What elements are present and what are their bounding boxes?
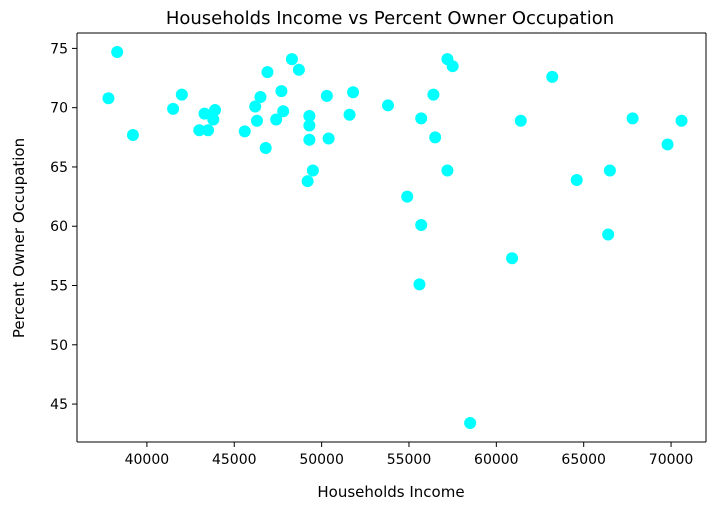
- data-point: [238, 125, 251, 138]
- data-point: [275, 85, 288, 98]
- x-tick-label: 45000: [212, 452, 257, 468]
- data-point: [546, 70, 559, 83]
- x-axis-ticks: 40000 45000 50000 55000 60000 65000 70000: [125, 442, 694, 468]
- data-points: [102, 45, 688, 430]
- data-point: [303, 119, 316, 132]
- data-point: [415, 112, 428, 125]
- data-point: [303, 109, 316, 122]
- plot-area: [76, 32, 707, 443]
- y-tick-label: 75: [50, 41, 68, 57]
- data-point: [382, 99, 395, 112]
- y-axis-label: Percent Owner Occupation: [10, 138, 28, 338]
- data-point: [514, 114, 527, 127]
- y-tick-label: 45: [50, 397, 68, 413]
- data-point: [249, 100, 262, 113]
- data-point: [427, 88, 440, 101]
- data-point: [270, 113, 283, 126]
- data-point: [446, 60, 459, 73]
- data-point: [202, 124, 215, 137]
- y-tick-label: 55: [50, 279, 68, 295]
- chart-title: Households Income vs Percent Owner Occup…: [166, 8, 614, 29]
- data-point: [198, 107, 211, 120]
- data-point: [261, 66, 274, 79]
- data-point: [102, 92, 115, 105]
- data-point: [209, 104, 222, 117]
- y-tick-label: 60: [50, 219, 68, 235]
- data-point: [441, 164, 454, 177]
- data-point: [250, 114, 263, 127]
- data-point: [301, 175, 314, 188]
- data-point: [126, 128, 139, 141]
- x-tick-label: 55000: [387, 452, 432, 468]
- data-point: [675, 114, 688, 127]
- data-point: [285, 53, 298, 66]
- y-tick-label: 65: [50, 160, 68, 176]
- y-tick-label: 70: [50, 101, 68, 117]
- data-point: [429, 131, 442, 144]
- data-point: [603, 164, 616, 177]
- x-axis-label: Households Income: [317, 483, 464, 501]
- x-tick-label: 50000: [299, 452, 344, 468]
- data-point: [303, 133, 316, 146]
- x-tick-label: 60000: [474, 452, 519, 468]
- data-point: [111, 45, 124, 58]
- data-point: [464, 417, 477, 430]
- x-tick-label: 70000: [649, 452, 694, 468]
- data-point: [167, 102, 180, 115]
- data-point: [347, 86, 360, 99]
- data-point: [413, 278, 426, 291]
- x-tick-label: 40000: [125, 452, 170, 468]
- data-point: [343, 108, 356, 121]
- y-axis-ticks: 45 50 55 60 65 70 75: [50, 41, 77, 413]
- data-point: [259, 141, 272, 154]
- data-point: [415, 219, 428, 232]
- data-point: [254, 91, 267, 104]
- data-point: [661, 138, 674, 151]
- data-point: [193, 124, 206, 137]
- y-tick-label: 50: [50, 338, 68, 354]
- data-point: [322, 132, 335, 145]
- data-point: [626, 112, 639, 125]
- data-point: [602, 228, 615, 241]
- data-point: [570, 174, 583, 187]
- data-point: [175, 88, 188, 101]
- data-point: [320, 89, 333, 102]
- data-point: [277, 105, 290, 118]
- x-tick-label: 65000: [561, 452, 606, 468]
- data-point: [506, 252, 519, 265]
- data-point: [306, 164, 319, 177]
- data-point: [292, 63, 305, 76]
- data-point: [401, 190, 414, 203]
- data-point: [207, 113, 220, 126]
